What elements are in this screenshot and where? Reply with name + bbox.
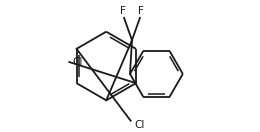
Text: F: F [138,6,144,16]
Text: Cl: Cl [134,120,144,130]
Text: F: F [120,6,126,16]
Text: Cl: Cl [73,57,83,67]
